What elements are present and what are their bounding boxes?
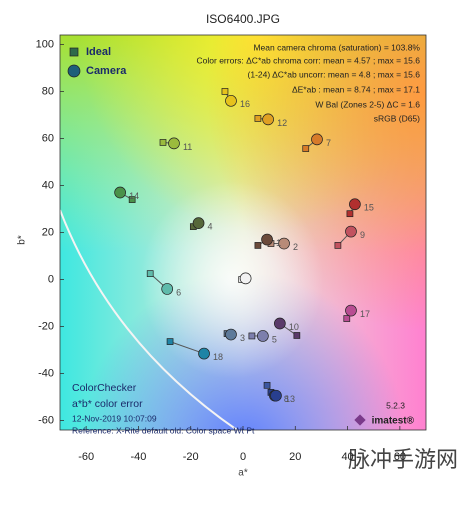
- camera-point: [261, 233, 273, 246]
- y-tick-label: -40: [38, 367, 54, 379]
- patch-label: 10: [289, 322, 299, 332]
- ideal-point: [159, 139, 167, 146]
- camera-point: [262, 113, 274, 126]
- patch-label: 17: [360, 309, 370, 319]
- camera-point: [345, 225, 357, 238]
- camera-point: [168, 137, 180, 150]
- patch-label: 11: [183, 142, 192, 152]
- legend-label: Camera: [86, 65, 127, 77]
- patch-label: 16: [240, 99, 250, 109]
- annotation: ΔE*ab : mean = 8.74 ; max = 17.1: [292, 84, 420, 94]
- x-tick-label: -20: [183, 451, 199, 463]
- footer-text: Reference: X-Rite default old: Color spa…: [72, 425, 255, 435]
- ideal-point: [166, 338, 174, 345]
- logo-icon: [354, 414, 366, 426]
- footer-text: a*b* color error: [72, 398, 143, 410]
- x-tick-label: 40: [341, 451, 353, 463]
- legend-label: Ideal: [86, 46, 111, 58]
- camera-point: [257, 330, 269, 342]
- x-axis-label: a*: [238, 468, 248, 479]
- camera-point: [278, 237, 290, 250]
- chart-title: ISO6400.JPG: [206, 12, 280, 26]
- annotation: W Bal (Zones 2-5) ΔC = 1.6: [315, 99, 420, 109]
- plot-background: [60, 35, 426, 430]
- patch-label: 9: [360, 230, 365, 240]
- legend-marker: [67, 64, 81, 78]
- camera-point: [192, 217, 205, 229]
- camera-point: [161, 283, 174, 295]
- patch-label: 4: [208, 221, 213, 231]
- y-tick-label: 80: [42, 85, 54, 97]
- watermark: 脉冲手游网: [348, 447, 458, 472]
- y-tick-label: 100: [36, 38, 54, 50]
- ideal-point: [263, 381, 271, 389]
- y-tick-label: -20: [38, 320, 54, 332]
- camera-point: [114, 186, 126, 199]
- camera-point: [311, 133, 323, 146]
- ideal-point: [128, 196, 136, 203]
- annotation: (1-24) ΔC*ab uncorr: mean = 4.8 ; max = …: [248, 69, 421, 79]
- ideal-point: [302, 145, 310, 152]
- y-tick-label: 0: [48, 273, 54, 285]
- ideal-point: [343, 315, 351, 322]
- ideal-point: [346, 210, 354, 218]
- annotation: Mean camera chroma (saturation) = 103.8%: [253, 42, 420, 52]
- camera-point: [225, 94, 237, 107]
- legend-marker: [69, 47, 79, 57]
- camera-point: [270, 389, 282, 402]
- ideal-point: [221, 88, 229, 95]
- y-tick-label: 40: [42, 179, 54, 191]
- y-axis-label: b*: [17, 235, 28, 245]
- footer-text: ColorChecker: [72, 382, 137, 394]
- annotation: sRGB (D65): [374, 113, 420, 123]
- y-tick-label: -60: [38, 415, 54, 427]
- camera-point: [239, 272, 252, 285]
- x-tick-label: -40: [130, 451, 146, 463]
- ideal-point: [334, 242, 342, 249]
- ideal-point: [248, 332, 256, 340]
- patch-label: 18: [213, 352, 223, 362]
- patch-label: 15: [364, 203, 374, 213]
- gamut-line: [60, 209, 239, 430]
- x-tick-label: 60: [394, 451, 406, 463]
- brand: imatest®: [372, 416, 415, 427]
- x-tick-label: -60: [78, 451, 94, 463]
- y-tick-label: 60: [42, 132, 54, 144]
- version: 5.2.3: [386, 400, 405, 410]
- patch-label: 3: [240, 333, 245, 343]
- camera-point: [198, 347, 210, 360]
- patch-label: 12: [277, 118, 287, 128]
- patch-label: 8: [284, 394, 289, 404]
- camera-point: [274, 317, 286, 330]
- x-tick-label: 0: [240, 451, 246, 463]
- patch-label: 5: [272, 334, 277, 344]
- ideal-point: [254, 115, 262, 122]
- ideal-point: [254, 242, 262, 249]
- patch-label: 6: [176, 287, 181, 297]
- camera-point: [225, 328, 237, 341]
- patch-label: 14: [129, 191, 139, 201]
- x-tick-label: 20: [289, 451, 301, 463]
- patch-label: 13: [285, 394, 295, 404]
- y-tick-label: 20: [42, 226, 54, 238]
- patch-label: 7: [326, 138, 331, 148]
- ideal-point: [146, 270, 154, 277]
- patch-label: 2: [293, 242, 298, 252]
- annotation: Color errors: ΔC*ab chroma corr: mean = …: [197, 55, 421, 65]
- camera-point: [349, 198, 361, 211]
- patch-label: 1: [276, 238, 281, 248]
- error-line: [169, 341, 205, 355]
- ideal-point: [293, 332, 301, 339]
- camera-point: [345, 304, 357, 317]
- footer-text: 12-Nov-2019 10:07:09: [72, 413, 157, 423]
